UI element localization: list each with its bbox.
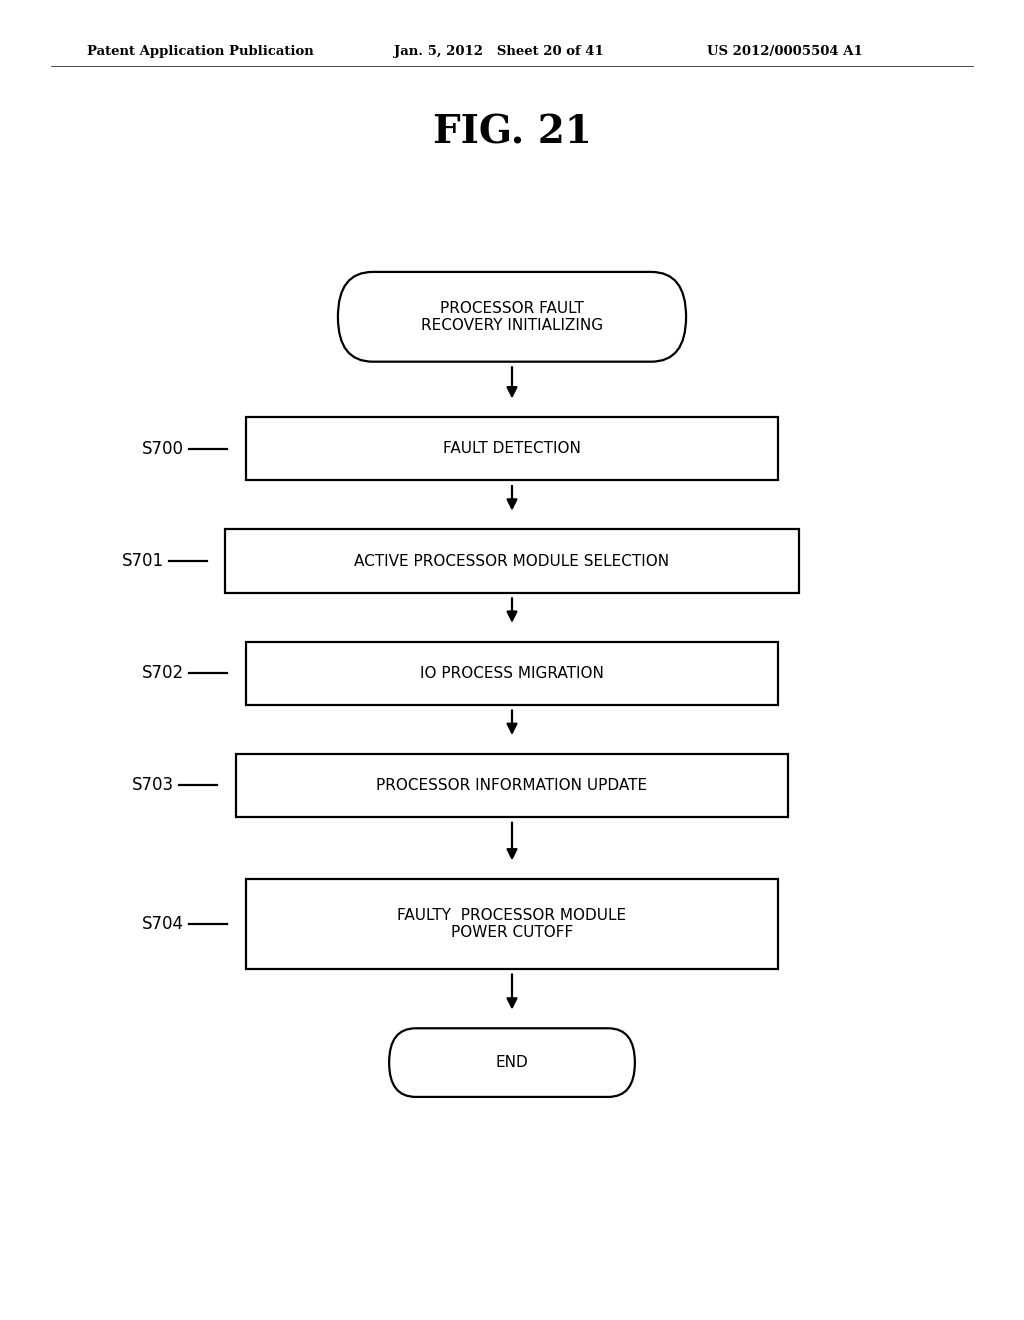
Text: S700: S700: [142, 440, 184, 458]
Text: S702: S702: [142, 664, 184, 682]
Text: PROCESSOR INFORMATION UPDATE: PROCESSOR INFORMATION UPDATE: [377, 777, 647, 793]
Bar: [246, 879, 778, 969]
Bar: [225, 529, 799, 593]
Text: FAULTY  PROCESSOR MODULE
POWER CUTOFF: FAULTY PROCESSOR MODULE POWER CUTOFF: [397, 908, 627, 940]
Text: FIG. 21: FIG. 21: [432, 114, 592, 150]
FancyBboxPatch shape: [338, 272, 686, 362]
Text: S704: S704: [142, 915, 184, 933]
Text: S703: S703: [132, 776, 174, 795]
Text: Jan. 5, 2012   Sheet 20 of 41: Jan. 5, 2012 Sheet 20 of 41: [394, 45, 604, 58]
FancyBboxPatch shape: [389, 1028, 635, 1097]
Bar: [246, 417, 778, 480]
Text: IO PROCESS MIGRATION: IO PROCESS MIGRATION: [420, 665, 604, 681]
Text: S701: S701: [122, 552, 164, 570]
Bar: [246, 642, 778, 705]
Text: END: END: [496, 1055, 528, 1071]
Bar: [236, 754, 788, 817]
Text: ACTIVE PROCESSOR MODULE SELECTION: ACTIVE PROCESSOR MODULE SELECTION: [354, 553, 670, 569]
Text: Patent Application Publication: Patent Application Publication: [87, 45, 313, 58]
Text: PROCESSOR FAULT
RECOVERY INITIALIZING: PROCESSOR FAULT RECOVERY INITIALIZING: [421, 301, 603, 333]
Text: FAULT DETECTION: FAULT DETECTION: [443, 441, 581, 457]
Text: US 2012/0005504 A1: US 2012/0005504 A1: [707, 45, 862, 58]
